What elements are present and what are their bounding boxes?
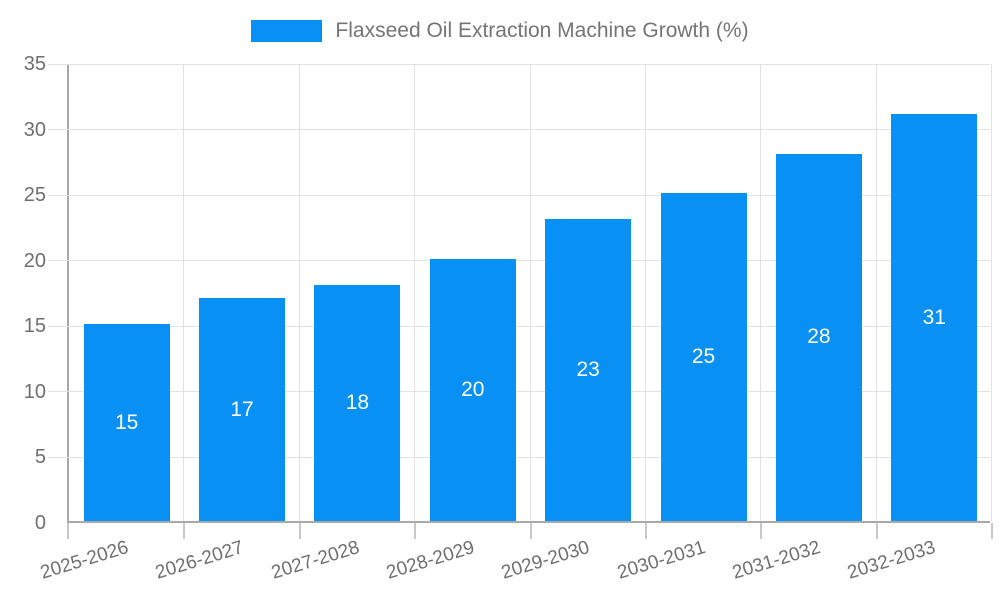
bar-value-label: 23: [576, 358, 600, 382]
bar-2032-2033[interactable]: 31: [891, 114, 978, 521]
bar-2030-2031[interactable]: 25: [660, 193, 747, 521]
bar-value-label: 28: [807, 325, 831, 349]
bar-2031-2032[interactable]: 28: [775, 153, 862, 521]
x-axis-label-2029-2030: 2029-2030: [499, 537, 593, 584]
plot-area: 15 17 18 20 23 25 28 31: [48, 63, 993, 539]
x-axis-tick-6: [760, 523, 763, 539]
bar-value-label: 31: [922, 305, 946, 329]
x-axis-tick-1: [183, 523, 186, 539]
x-axis-label-2031-2032: 2031-2032: [730, 537, 824, 584]
x-axis-label-2030-2031: 2030-2031: [614, 537, 708, 584]
x-axis-tick-2: [298, 523, 301, 539]
y-axis-label-5: 5: [34, 446, 46, 469]
h-gridline-25: [48, 194, 990, 196]
v-gridline-2: [298, 64, 300, 521]
chart-legend[interactable]: Flaxseed Oil Extraction Machine Growth (…: [0, 19, 1000, 43]
bar-value-label: 25: [691, 345, 716, 369]
x-axis-tick-7: [875, 523, 878, 539]
legend-label[interactable]: Flaxseed Oil Extraction Machine Growth (…: [335, 19, 749, 42]
bar-value-label: 20: [461, 377, 485, 401]
bar-2026-2027[interactable]: 17: [199, 298, 286, 521]
x-axis-tick-4: [529, 523, 532, 539]
x-axis-tick-0: [67, 523, 69, 539]
y-axis-label-25: 25: [23, 184, 46, 207]
x-axis-label-2028-2029: 2028-2029: [383, 537, 477, 584]
y-axis-label-20: 20: [23, 249, 46, 272]
y-axis-label-30: 30: [23, 118, 46, 141]
v-gridline-6: [760, 64, 762, 521]
x-axis-label-2027-2028: 2027-2028: [268, 537, 362, 584]
h-gridline-10: [48, 391, 990, 393]
x-axis-tick-3: [414, 523, 417, 539]
h-gridline-35: [48, 63, 990, 65]
v-gridline-5: [644, 64, 646, 521]
x-axis-tick-5: [644, 523, 647, 539]
x-axis-label-2025-2026: 2025-2026: [37, 537, 131, 584]
h-gridline-30: [48, 129, 990, 131]
bar-2027-2028[interactable]: 18: [314, 284, 401, 521]
y-axis-label-10: 10: [23, 380, 46, 403]
bar-2028-2029[interactable]: 20: [429, 258, 516, 521]
y-axis-label-35: 35: [23, 53, 46, 75]
x-axis-tick-8: [991, 523, 993, 539]
x-axis-label-2026-2027: 2026-2027: [153, 537, 247, 584]
y-axis-label-0: 0: [34, 512, 46, 534]
legend-swatch[interactable]: [251, 20, 323, 42]
bar-2029-2030[interactable]: 23: [545, 219, 632, 521]
y-axis-label-15: 15: [23, 315, 46, 338]
bar-value-label: 18: [345, 390, 370, 414]
bar-value-label: 15: [115, 410, 139, 434]
h-gridline-5: [48, 456, 990, 458]
bar-2025-2026[interactable]: 15: [83, 324, 170, 521]
h-gridline-15: [48, 325, 990, 327]
v-gridline-7: [875, 64, 877, 521]
x-axis-label-2032-2033: 2032-2033: [845, 537, 939, 584]
v-gridline-1: [183, 64, 185, 521]
h-gridline-20: [48, 260, 990, 262]
v-gridline-3: [414, 64, 416, 521]
v-gridline-8: [991, 64, 992, 521]
bar-value-label: 17: [230, 397, 254, 421]
v-gridline-4: [529, 64, 531, 521]
